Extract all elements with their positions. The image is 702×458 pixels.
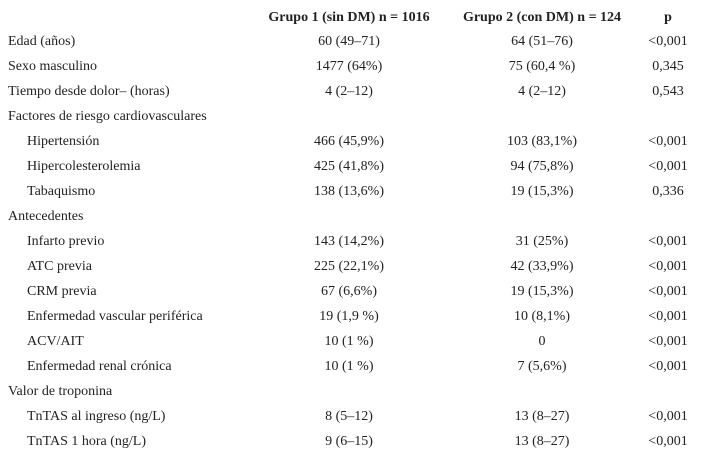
- cell-value: 13 (8–27): [514, 409, 570, 424]
- row-label: Tabaquismo: [27, 184, 96, 199]
- row-label: Tiempo desde dolor– (horas): [8, 84, 170, 99]
- cell-value: 10 (1 %): [324, 359, 374, 374]
- cell-value: 0,336: [652, 184, 684, 199]
- cell-value: <0,001: [648, 234, 688, 249]
- cell-value: 103 (83,1%): [507, 134, 577, 149]
- cell-value: 75 (60,4 %): [508, 59, 576, 74]
- cell-value: 19 (1,9 %): [319, 309, 379, 324]
- cell-value: 42 (33,9%): [510, 259, 574, 274]
- cell-value: 9 (6–15): [325, 434, 373, 449]
- cell-value: 19 (15,3%): [510, 184, 574, 199]
- cell-value: 425 (41,8%): [314, 159, 384, 174]
- row-label: CRM previa: [27, 284, 97, 299]
- cell-value: 8 (5–12): [325, 409, 373, 424]
- cell-value: <0,001: [648, 284, 688, 299]
- cell-value: <0,001: [648, 259, 688, 274]
- cell-value: 0: [538, 334, 546, 349]
- cell-value: 143 (14,2%): [314, 234, 384, 249]
- cell-value: <0,001: [648, 334, 688, 349]
- cell-value: 64 (51–76): [511, 34, 573, 49]
- cell-value: <0,001: [648, 409, 688, 424]
- cell-value: 19 (15,3%): [510, 284, 574, 299]
- section-title: Factores de riesgo cardiovasculares: [8, 109, 207, 124]
- cell-value: 0,345: [652, 59, 684, 74]
- cell-value: <0,001: [648, 34, 688, 49]
- cell-value: 10 (1 %): [324, 334, 374, 349]
- row-label: Hipertensión: [27, 134, 100, 149]
- row-label: Edad (años): [8, 34, 76, 49]
- row-label: Hipercolesterolemia: [27, 159, 141, 174]
- cell-value: 13 (8–27): [514, 434, 570, 449]
- cell-value: <0,001: [648, 134, 688, 149]
- column-header: p: [664, 10, 672, 25]
- column-header: Grupo 1 (sin DM) n = 1016: [268, 10, 430, 25]
- row-label: Enfermedad vascular periférica: [27, 309, 203, 324]
- cell-value: 4 (2–12): [518, 84, 566, 99]
- cell-value: 10 (8,1%): [514, 309, 570, 324]
- section-title: Valor de troponina: [8, 384, 113, 399]
- row-label: Enfermedad renal crónica: [27, 359, 172, 374]
- cell-value: 225 (22,1%): [314, 259, 384, 274]
- cell-value: 466 (45,9%): [314, 134, 384, 149]
- cell-value: <0,001: [648, 159, 688, 174]
- cell-value: 138 (13,6%): [314, 184, 384, 199]
- row-label: TnTAS 1 hora (ng/L): [27, 434, 147, 449]
- row-label: Sexo masculino: [8, 59, 98, 74]
- column-header: Grupo 2 (con DM) n = 124: [462, 10, 622, 25]
- row-label: ACV/AIT: [27, 334, 84, 349]
- row-label: Infarto previo: [27, 234, 105, 249]
- cell-value: 0,543: [652, 84, 684, 99]
- cell-value: 60 (49–71): [318, 34, 380, 49]
- cell-value: <0,001: [648, 434, 688, 449]
- cell-value: 1477 (64%): [315, 59, 383, 74]
- cell-value: <0,001: [648, 309, 688, 324]
- cell-value: 7 (5,6%): [517, 359, 567, 374]
- cell-value: 4 (2–12): [325, 84, 373, 99]
- cell-value: 94 (75,8%): [510, 159, 574, 174]
- section-title: Antecedentes: [8, 209, 84, 224]
- cell-value: 31 (25%): [515, 234, 569, 249]
- cell-value: 67 (6,6%): [321, 284, 377, 299]
- cell-value: <0,001: [648, 359, 688, 374]
- row-label: TnTAS al ingreso (ng/L): [27, 409, 166, 424]
- row-label: ATC previa: [27, 259, 92, 274]
